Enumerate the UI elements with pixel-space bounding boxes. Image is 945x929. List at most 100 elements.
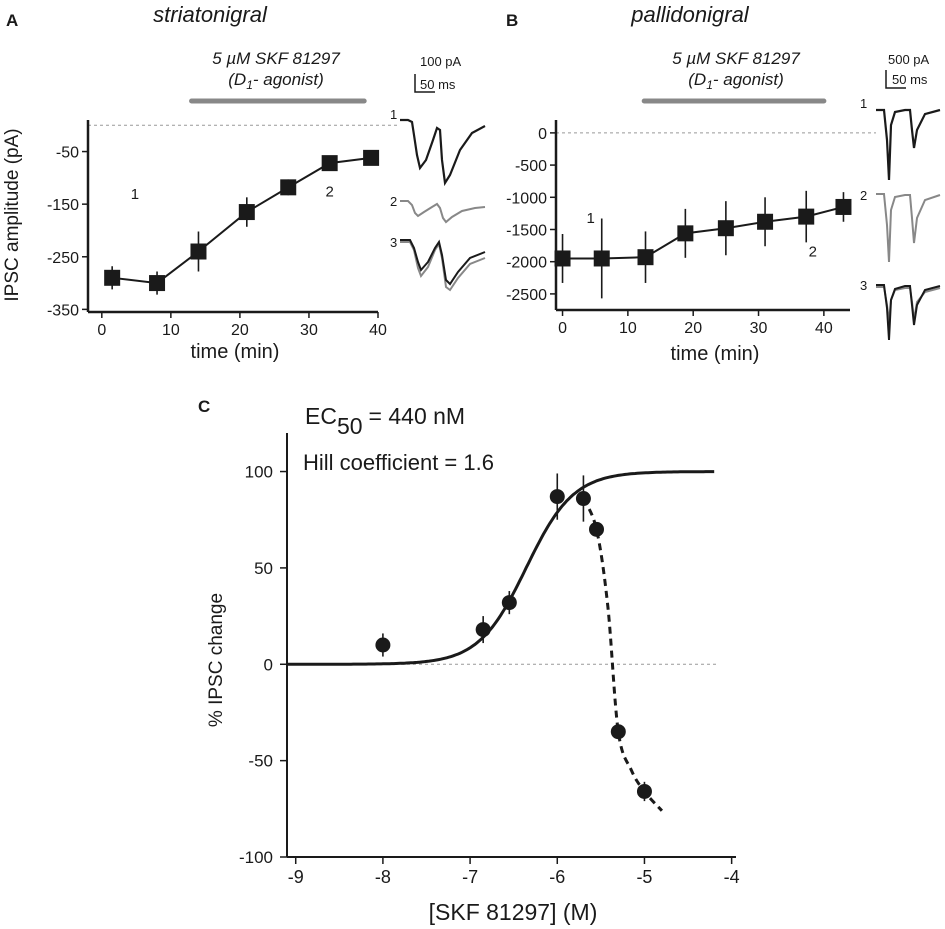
b-xtick-label: 0	[558, 320, 567, 337]
a-data-point	[280, 179, 297, 196]
b-point-label-1: 1	[586, 210, 594, 227]
panel-a-trace-3-test	[400, 241, 486, 292]
c-data-point	[549, 489, 565, 505]
b-ytick-label: 0	[538, 126, 547, 143]
ec50-label: EC50 = 440 nM	[305, 403, 465, 439]
b-data-point	[554, 250, 571, 267]
a-ytick-label: -150	[47, 197, 79, 214]
a-data-point	[363, 149, 380, 166]
panel-a-trace-label-3: 3	[390, 235, 397, 250]
panel-a: A striatonigral 5 µM SKF 81297 (D1- agon…	[2, 2, 486, 363]
a-ytick-label: -50	[56, 145, 79, 162]
panel-a-drug-sublabel: (D1- agonist)	[228, 70, 324, 92]
panel-a-trace-label-1: 1	[390, 107, 397, 122]
panel-a-trace-2	[400, 200, 486, 224]
b-data-point	[717, 220, 734, 237]
panel-a-trace-3-control	[400, 239, 486, 286]
a-data-point	[238, 204, 255, 221]
panel-b-scale-time: 50 ms	[892, 72, 928, 87]
a-data-point	[104, 269, 121, 286]
a-series-line	[112, 156, 372, 285]
panel-b-scale-bar	[885, 70, 906, 89]
panel-b-trace-label-2: 2	[860, 188, 867, 203]
b-data-point	[593, 250, 610, 267]
panel-label-a: A	[6, 11, 18, 30]
c-xtick-label: -9	[288, 867, 304, 887]
c-data-point	[475, 622, 491, 638]
panel-a-scale-amp: 100 pA	[420, 54, 462, 69]
a-xtick-label: 10	[162, 322, 180, 339]
c-xtick-label: -7	[462, 867, 478, 887]
panel-a-traces: 100 pA 50 ms 1 2 3	[390, 54, 486, 292]
panel-b-trace-3-control	[876, 284, 941, 341]
a-xtick-label: 40	[369, 322, 387, 339]
hill-coefficient-label: Hill coefficient = 1.6	[303, 450, 494, 475]
a-data-point	[321, 155, 338, 172]
a-data-point	[190, 243, 207, 260]
b-ytick-label: -500	[515, 158, 547, 175]
panel-b-trace-label-3: 3	[860, 278, 867, 293]
panel-b-traces: 500 pA 50 ms 1 2 3	[860, 52, 941, 341]
a-xtick-label: 20	[231, 322, 249, 339]
c-data-point	[636, 783, 652, 799]
b-data-point	[637, 249, 654, 266]
panel-b-trace-1	[876, 108, 941, 181]
a-ytick-label: -350	[47, 302, 79, 319]
panel-label-c: C	[198, 397, 210, 416]
panel-label-b: B	[506, 11, 518, 30]
panel-a-drug-label: 5 µM SKF 81297	[212, 49, 340, 68]
c-data-point	[375, 637, 391, 653]
c-xtick-label: -4	[724, 867, 740, 887]
b-ytick-label: -1000	[506, 190, 547, 207]
b-xtick-label: 20	[684, 320, 702, 337]
panel-b-title: pallidonigral	[630, 2, 750, 27]
panel-b-drug-sublabel: (D1- agonist)	[688, 70, 784, 92]
panel-b-scale-amp: 500 pA	[888, 52, 930, 67]
hill-fit-curve	[287, 470, 715, 666]
c-xtick-label: -6	[549, 867, 565, 887]
c-data-point	[501, 595, 517, 611]
b-xtick-label: 30	[750, 320, 768, 337]
c-ytick-label: 0	[264, 655, 273, 674]
panel-a-scale-bar	[414, 74, 435, 93]
panel-b-x-label: time (min)	[671, 343, 760, 365]
b-ytick-label: -2500	[506, 287, 547, 304]
c-data-point	[610, 724, 626, 740]
b-ytick-label: -2000	[506, 255, 547, 272]
b-point-label-2: 2	[809, 244, 817, 261]
b-data-point	[677, 225, 694, 242]
panel-c-x-label: [SKF 81297] (M)	[429, 899, 598, 925]
c-ytick-label: -100	[239, 848, 273, 867]
c-xtick-label: -8	[375, 867, 391, 887]
b-data-point	[757, 213, 774, 230]
c-ytick-label: 50	[254, 559, 273, 578]
panel-a-x-label: time (min)	[191, 341, 280, 363]
c-data-point	[589, 521, 605, 537]
panel-b-drug-label: 5 µM SKF 81297	[672, 49, 800, 68]
a-xtick-label: 0	[97, 322, 106, 339]
panel-b-trace-label-1: 1	[860, 96, 867, 111]
panel-a-scale-time: 50 ms	[420, 77, 456, 92]
c-ytick-label: -50	[248, 752, 273, 771]
a-xtick-label: 30	[300, 322, 318, 339]
panel-b-trace-2	[876, 193, 941, 263]
b-data-point	[798, 208, 815, 225]
b-ytick-label: -1500	[506, 222, 547, 239]
b-xtick-label: 10	[619, 320, 637, 337]
panel-b: B pallidonigral 5 µM SKF 81297 (D1- agon…	[506, 2, 941, 365]
b-xtick-label: 40	[815, 320, 833, 337]
panel-c-y-label: % IPSC change	[206, 593, 227, 727]
panel-a-trace-1	[400, 118, 486, 187]
c-xtick-label: -5	[636, 867, 652, 887]
a-point-label-1: 1	[131, 186, 139, 203]
panel-a-trace-label-2: 2	[390, 194, 397, 209]
a-point-label-2: 2	[325, 183, 333, 200]
b-data-point	[835, 198, 852, 215]
c-data-point	[575, 491, 591, 507]
panel-c: C EC50 = 440 nM Hill coefficient = 1.6 10…	[198, 397, 740, 925]
c-ytick-label: 100	[245, 463, 273, 482]
panel-a-y-label: IPSC amplitude (pA)	[2, 128, 23, 301]
a-ytick-label: -250	[47, 250, 79, 267]
a-data-point	[149, 275, 166, 292]
